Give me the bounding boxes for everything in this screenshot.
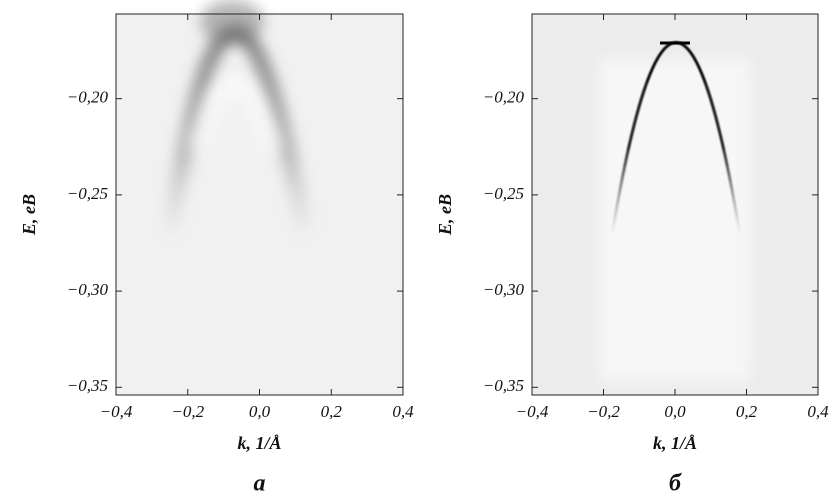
x-tick-label: 0,4 bbox=[807, 402, 829, 421]
x-tick-label: 0,2 bbox=[736, 402, 758, 421]
x-axis-label: k, 1/Å bbox=[237, 433, 281, 453]
y-axis-label: E, eB bbox=[19, 194, 39, 236]
x-tick-label: −0,4 bbox=[516, 402, 549, 421]
y-tick-label: −0,30 bbox=[67, 280, 109, 299]
y-tick-label: −0,35 bbox=[67, 376, 108, 395]
x-tick-label: −0,2 bbox=[587, 402, 620, 421]
x-tick-label: 0,0 bbox=[664, 402, 686, 421]
panel-caption: a bbox=[254, 471, 266, 497]
y-tick-label: −0,25 bbox=[483, 184, 524, 203]
y-tick-label: −0,20 bbox=[67, 88, 109, 107]
panel-a-image bbox=[116, 0, 403, 395]
x-tick-label: 0,4 bbox=[392, 402, 414, 421]
panel-b-image bbox=[532, 14, 818, 395]
x-axis-label: k, 1/Å bbox=[653, 433, 697, 453]
x-tick-label: 0,0 bbox=[249, 402, 271, 421]
y-tick-label: −0,35 bbox=[483, 376, 524, 395]
x-tick-label: −0,4 bbox=[100, 402, 133, 421]
y-axis-label: E, eB bbox=[435, 194, 455, 236]
x-tick-label: 0,2 bbox=[321, 402, 343, 421]
y-tick-label: −0,20 bbox=[483, 88, 525, 107]
x-tick-label: −0,2 bbox=[171, 402, 204, 421]
y-tick-label: −0,25 bbox=[67, 184, 108, 203]
y-tick-label: −0,30 bbox=[483, 280, 525, 299]
panel-caption: б bbox=[669, 471, 682, 497]
